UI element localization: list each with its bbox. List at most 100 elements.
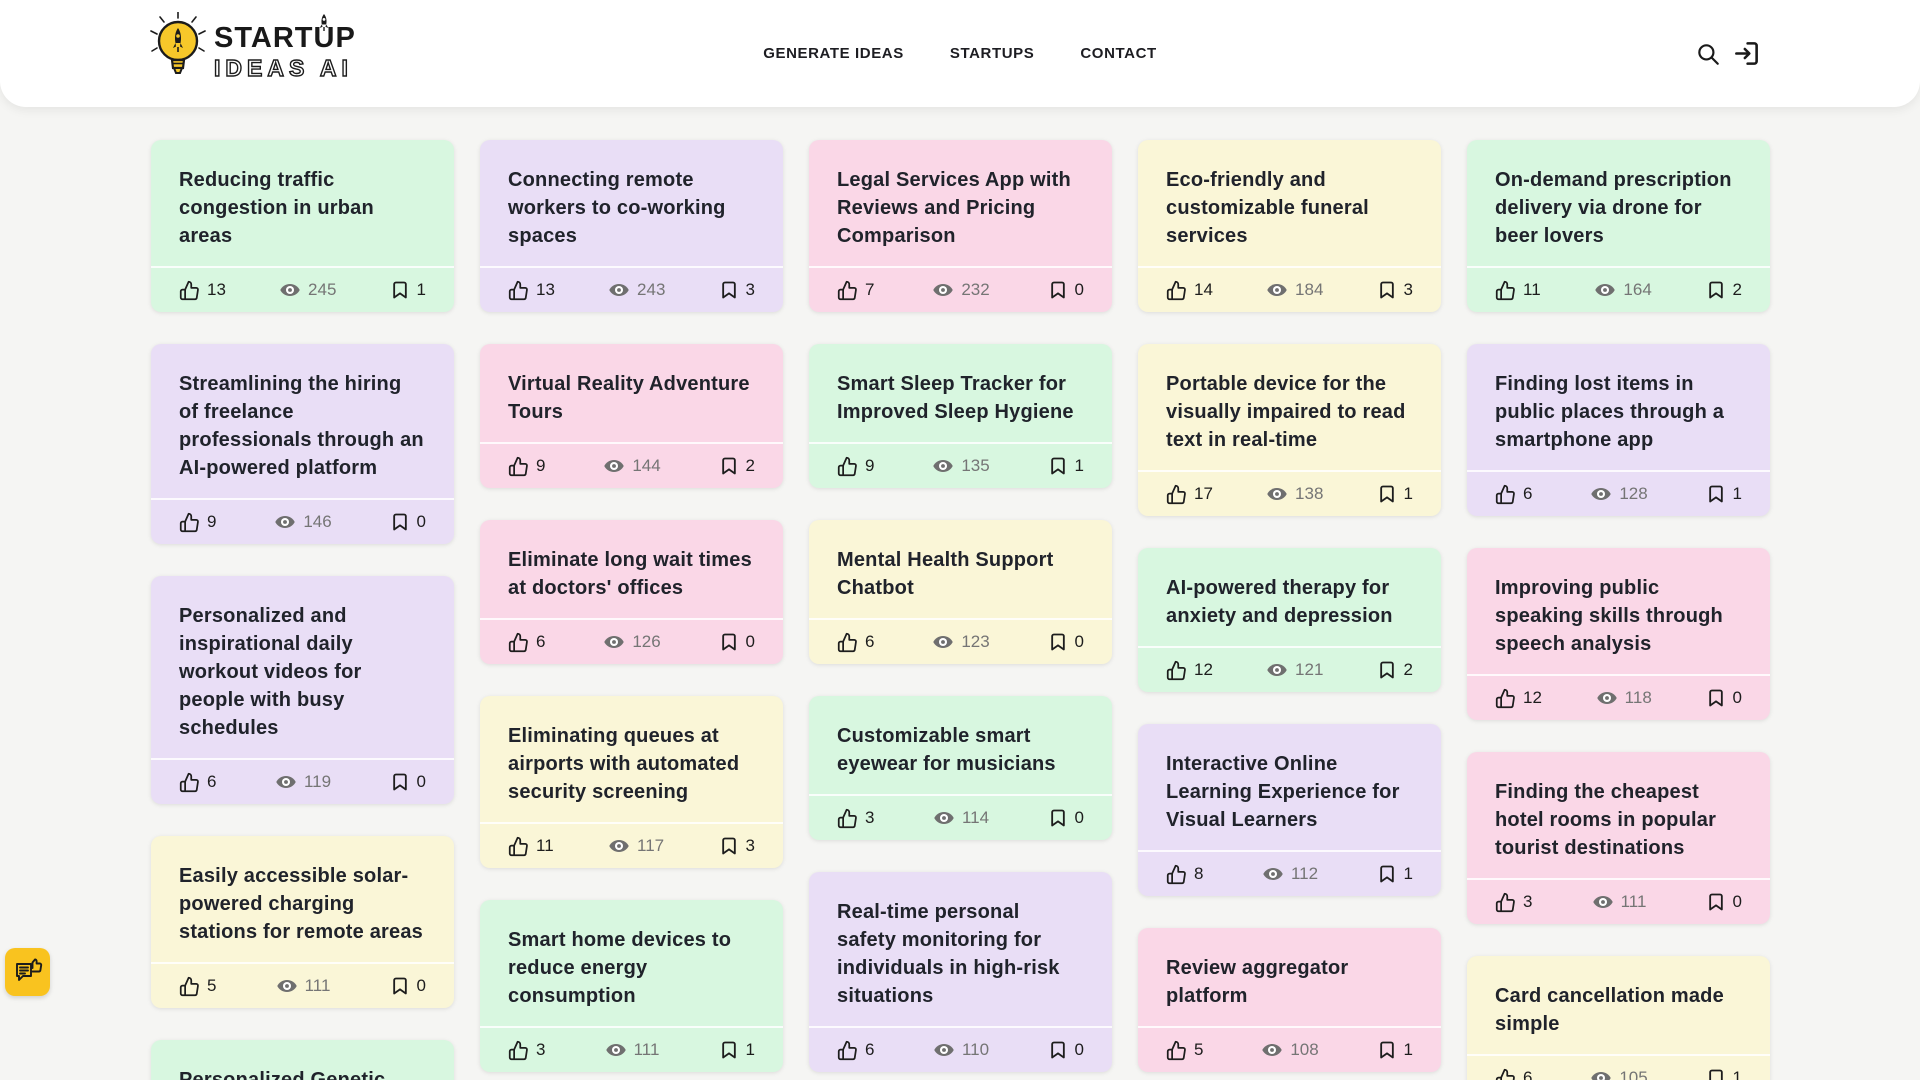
idea-card[interactable]: Eliminate long wait times at doctors' of… [480,520,783,664]
bookmark-button[interactable]: 0 [719,632,755,652]
idea-stats: 13 245 1 [151,266,454,312]
idea-card[interactable]: Virtual Reality Adventure Tours 9 144 [480,344,783,488]
idea-card[interactable]: Finding lost items in public places thro… [1467,344,1770,516]
like-button[interactable]: 12 [1166,660,1213,681]
bookmark-button[interactable]: 1 [1048,456,1084,476]
idea-card[interactable]: Smart Sleep Tracker for Improved Sleep H… [809,344,1112,488]
bookmark-icon [1379,661,1394,679]
like-button[interactable]: 6 [1495,484,1532,505]
like-button[interactable]: 12 [1495,688,1542,709]
feedback-button[interactable] [5,948,50,996]
view-count-number: 184 [1295,280,1324,299]
like-button[interactable]: 11 [1495,280,1541,301]
idea-card[interactable]: Improving public speaking skills through… [1467,548,1770,720]
bookmark-button[interactable]: 1 [1706,484,1742,504]
like-button[interactable]: 13 [179,280,226,301]
eye-icon [933,636,954,648]
idea-card[interactable]: On-demand prescription delivery via dron… [1467,140,1770,312]
idea-title: Finding lost items in public places thro… [1495,373,1725,451]
idea-card[interactable]: Interactive Online Learning Experience f… [1138,724,1441,896]
nav-startups[interactable]: STARTUPS [949,45,1035,62]
like-button[interactable]: 13 [508,280,555,301]
idea-title: Eliminate long wait times at doctors' of… [508,549,752,599]
like-button[interactable]: 8 [1166,864,1203,885]
like-button[interactable]: 3 [837,808,874,829]
bookmark-button[interactable]: 0 [1706,892,1742,912]
like-button[interactable]: 6 [179,772,216,793]
like-count: 5 [1194,1040,1204,1059]
bookmark-button[interactable]: 0 [390,976,426,996]
bookmark-button[interactable]: 1 [1706,1068,1742,1080]
idea-card[interactable]: Connecting remote workers to co-working … [480,140,783,312]
bookmark-button[interactable]: 1 [1377,864,1413,884]
bookmark-button[interactable]: 0 [1706,688,1742,708]
idea-card[interactable]: Card cancellation made simple 6 105 [1467,956,1770,1080]
bookmark-button[interactable]: 2 [719,456,755,476]
idea-card[interactable]: Portable device for the visually impaire… [1138,344,1441,516]
idea-card[interactable]: Streamlining the hiring of freelance pro… [151,344,454,544]
like-count: 6 [865,632,875,651]
bookmark-button[interactable]: 2 [1377,660,1413,680]
idea-card[interactable]: Eco-friendly and customizable funeral se… [1138,140,1441,312]
like-button[interactable]: 5 [179,976,216,997]
bookmark-icon [392,977,407,995]
like-button[interactable]: 3 [508,1040,545,1061]
idea-card[interactable]: Customizable smart eyewear for musicians… [809,696,1112,840]
idea-card[interactable]: Legal Services App with Reviews and Pric… [809,140,1112,312]
like-button[interactable]: 6 [508,632,545,653]
bookmark-count: 0 [416,976,426,995]
bookmark-button[interactable]: 1 [719,1040,755,1060]
idea-stats: 6 123 0 [809,618,1112,664]
logo[interactable]: STARTUP IDEAS AI [150,11,356,91]
idea-card[interactable]: Mental Health Support Chatbot 6 123 [809,520,1112,664]
idea-card[interactable]: Smart home devices to reduce energy cons… [480,900,783,1072]
view-count-number: 243 [637,280,666,299]
idea-card[interactable]: Reducing traffic congestion in urban are… [151,140,454,312]
idea-card[interactable]: Personalized Genetic Counseling for Heal… [151,1040,454,1080]
idea-card[interactable]: Real-time personal safety monitoring for… [809,872,1112,1072]
bookmark-button[interactable]: 3 [1377,280,1413,300]
idea-card[interactable]: Review aggregator platform 5 108 [1138,928,1441,1072]
bookmark-button[interactable]: 1 [1377,484,1413,504]
like-button[interactable]: 17 [1166,484,1213,505]
bookmark-button[interactable]: 3 [719,836,755,856]
search-icon[interactable] [1695,41,1721,67]
like-button[interactable]: 3 [1495,892,1532,913]
login-icon[interactable] [1733,40,1760,67]
view-count-number: 105 [1619,1068,1648,1080]
idea-card[interactable]: AI-powered therapy for anxiety and depre… [1138,548,1441,692]
idea-card[interactable]: Eliminating queues at airports with auto… [480,696,783,868]
bookmark-button[interactable]: 0 [1048,1040,1084,1060]
bookmark-button[interactable]: 3 [719,280,755,300]
like-button[interactable]: 6 [1495,1068,1532,1080]
like-button[interactable]: 9 [508,456,545,477]
bookmark-button[interactable]: 0 [390,512,426,532]
like-button[interactable]: 6 [837,632,874,653]
idea-card[interactable]: Easily accessible solar-powered charging… [151,836,454,1008]
like-button[interactable]: 6 [837,1040,874,1061]
idea-card[interactable]: Personalized and inspirational daily wor… [151,576,454,804]
view-count-number: 144 [632,456,661,475]
idea-stats: 6 119 0 [151,758,454,804]
nav-contact[interactable]: CONTACT [1080,45,1157,62]
like-button[interactable]: 5 [1166,1040,1203,1061]
bookmark-button[interactable]: 1 [390,280,426,300]
bookmark-button[interactable]: 0 [1048,808,1084,828]
like-button[interactable]: 9 [837,456,874,477]
bookmark-button[interactable]: 0 [1048,632,1084,652]
nav-generate-ideas[interactable]: GENERATE IDEAS [763,45,904,62]
bookmark-icon [721,281,736,299]
like-button[interactable]: 9 [179,512,216,533]
idea-card[interactable]: Finding the cheapest hotel rooms in popu… [1467,752,1770,924]
bookmark-button[interactable]: 0 [390,772,426,792]
bookmark-icon [1379,485,1394,503]
like-button[interactable]: 14 [1166,280,1213,301]
bookmark-button[interactable]: 1 [1377,1040,1413,1060]
bookmark-button[interactable]: 2 [1706,280,1742,300]
bookmark-button[interactable]: 0 [1048,280,1084,300]
eye-icon [933,284,954,296]
like-button[interactable]: 7 [837,280,874,301]
bookmark-icon [1050,457,1065,475]
view-count-number: 135 [961,456,990,475]
like-button[interactable]: 11 [508,836,554,857]
